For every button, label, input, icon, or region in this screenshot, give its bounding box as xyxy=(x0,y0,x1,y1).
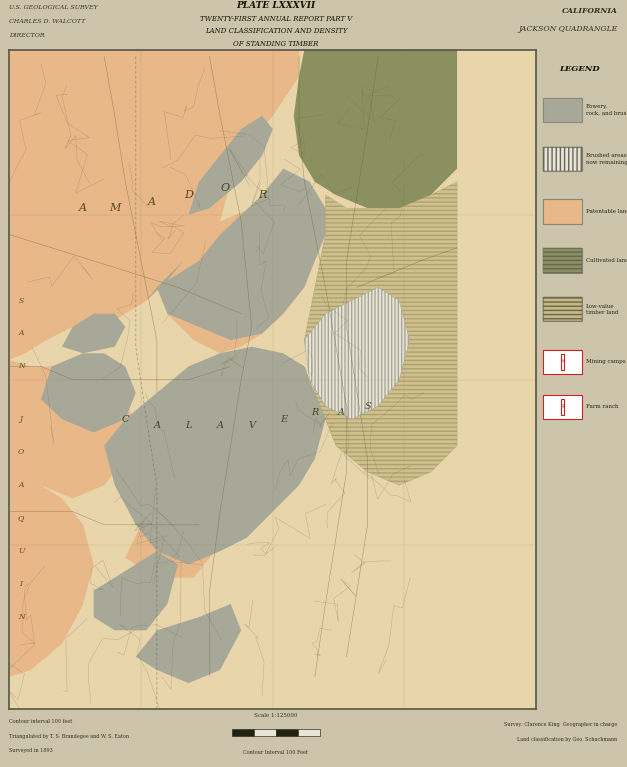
Polygon shape xyxy=(9,472,93,676)
Text: A: A xyxy=(338,408,345,417)
Text: Land classification by Geo. Schuchmann: Land classification by Geo. Schuchmann xyxy=(517,738,618,742)
Bar xyxy=(254,729,276,736)
Text: E: E xyxy=(280,415,287,423)
Text: O: O xyxy=(18,448,24,456)
Bar xyxy=(298,729,320,736)
Bar xyxy=(544,249,582,272)
Bar xyxy=(544,199,582,224)
Text: A: A xyxy=(18,481,24,489)
Text: M: M xyxy=(109,203,120,213)
Text: M: M xyxy=(561,360,565,364)
Bar xyxy=(544,146,582,171)
Text: D: D xyxy=(184,190,193,200)
Text: PLATE LXXXVII: PLATE LXXXVII xyxy=(236,2,315,11)
Bar xyxy=(561,399,564,415)
Text: Patentable land: Patentable land xyxy=(586,209,627,214)
Text: S: S xyxy=(18,297,24,304)
Text: Low-value
timber land: Low-value timber land xyxy=(586,304,618,315)
Text: S: S xyxy=(364,402,371,410)
Text: Brushed areas
now remaining: Brushed areas now remaining xyxy=(586,153,627,165)
Text: A: A xyxy=(18,330,24,337)
Text: Mining camps: Mining camps xyxy=(586,360,625,364)
Bar xyxy=(544,395,582,420)
Polygon shape xyxy=(41,354,136,433)
Polygon shape xyxy=(9,50,299,360)
Bar xyxy=(276,729,298,736)
Text: Survey: Clarence King  Geographer in charge: Survey: Clarence King Geographer in char… xyxy=(504,722,618,726)
Text: JACKSON QUADRANGLE: JACKSON QUADRANGLE xyxy=(519,25,618,33)
Bar xyxy=(561,354,564,370)
Text: V: V xyxy=(248,421,255,430)
Polygon shape xyxy=(9,360,141,499)
Bar xyxy=(544,98,582,122)
Text: LAND CLASSIFICATION AND DENSITY: LAND CLASSIFICATION AND DENSITY xyxy=(204,28,347,35)
Polygon shape xyxy=(304,288,409,420)
Text: R: R xyxy=(258,190,266,200)
Text: A: A xyxy=(216,421,224,430)
Text: CALIFORNIA: CALIFORNIA xyxy=(562,8,618,15)
Text: I: I xyxy=(19,580,23,588)
Text: Scale 1:125000: Scale 1:125000 xyxy=(254,713,298,718)
Text: Contour interval 100 feet: Contour interval 100 feet xyxy=(9,719,73,724)
Polygon shape xyxy=(125,486,231,578)
Polygon shape xyxy=(189,116,273,215)
Bar xyxy=(544,249,582,272)
Polygon shape xyxy=(136,604,241,683)
Text: Farm ranch: Farm ranch xyxy=(586,404,618,410)
Bar xyxy=(544,297,582,321)
Text: N: N xyxy=(18,363,24,370)
Polygon shape xyxy=(93,551,178,630)
Text: Contour Interval 100 Feet: Contour Interval 100 Feet xyxy=(243,750,308,755)
Polygon shape xyxy=(157,208,299,354)
Bar xyxy=(232,729,254,736)
Text: Cultivated land: Cultivated land xyxy=(586,258,627,263)
Text: L: L xyxy=(185,421,192,430)
Text: DIRECTOR: DIRECTOR xyxy=(9,33,45,38)
Text: U: U xyxy=(18,547,24,555)
Text: Bowery,
rock, and brush land: Bowery, rock, and brush land xyxy=(586,104,627,116)
Polygon shape xyxy=(294,50,457,208)
Text: A: A xyxy=(147,196,155,206)
Text: N: N xyxy=(18,613,24,621)
Bar xyxy=(544,297,582,321)
Text: R: R xyxy=(561,404,564,410)
Text: Triangulated by T. S. Brandegee and W. S. Eaton: Triangulated by T. S. Brandegee and W. S… xyxy=(9,733,129,739)
Text: J: J xyxy=(19,415,23,423)
Text: R: R xyxy=(311,408,319,417)
Text: OF STANDING TIMBER: OF STANDING TIMBER xyxy=(233,40,319,48)
Polygon shape xyxy=(104,347,325,565)
Polygon shape xyxy=(9,551,83,676)
Polygon shape xyxy=(62,314,125,354)
Text: O: O xyxy=(221,183,230,193)
Text: Q: Q xyxy=(18,514,24,522)
Text: LEGEND: LEGEND xyxy=(559,65,599,73)
Text: CHARLES D. WALCOTT: CHARLES D. WALCOTT xyxy=(9,19,86,24)
Text: C: C xyxy=(122,415,129,423)
Text: TWENTY-FIRST ANNUAL REPORT PART V: TWENTY-FIRST ANNUAL REPORT PART V xyxy=(200,15,352,23)
Text: Surveyed in 1893: Surveyed in 1893 xyxy=(9,749,53,753)
Bar xyxy=(544,146,582,171)
Polygon shape xyxy=(304,182,457,486)
Text: A: A xyxy=(79,203,87,213)
Text: A: A xyxy=(154,421,161,430)
Text: U.S. GEOLOGICAL SURVEY: U.S. GEOLOGICAL SURVEY xyxy=(9,5,98,10)
Bar xyxy=(544,350,582,374)
Polygon shape xyxy=(146,169,325,340)
